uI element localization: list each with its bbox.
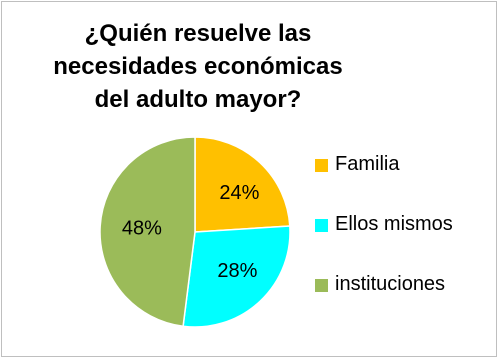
legend-label-ellos-mismos: Ellos mismos <box>335 213 453 235</box>
legend: Familia Ellos mismos instituciones <box>315 146 493 326</box>
pie-slice-familia <box>194 136 291 233</box>
legend-item-familia: Familia <box>315 146 493 206</box>
legend-swatch-familia <box>315 159 328 172</box>
pie-label-instituciones: 48% <box>122 218 162 240</box>
chart-title-line-1: ¿Quién resuelve las <box>84 20 312 47</box>
pie-slice-ellos-mismos <box>182 225 291 328</box>
pie-label-ellos-mismos: 28% <box>217 260 257 282</box>
pie-slice-instituciones <box>99 136 196 328</box>
legend-label-familia: Familia <box>335 153 400 175</box>
chart-title: ¿Quién resuelve las necesidades económic… <box>0 17 396 116</box>
legend-label-instituciones: instituciones <box>335 273 446 295</box>
legend-item-ellos-mismos: Ellos mismos <box>315 206 493 266</box>
legend-swatch-ellos-mismos <box>315 219 328 232</box>
legend-item-instituciones: instituciones <box>315 266 493 326</box>
legend-swatch-instituciones <box>315 279 328 292</box>
chart-title-line-3: del adulto mayor? <box>94 86 302 113</box>
pie-label-familia: 24% <box>219 182 259 204</box>
chart-title-line-2: necesidades económicas <box>53 53 343 80</box>
